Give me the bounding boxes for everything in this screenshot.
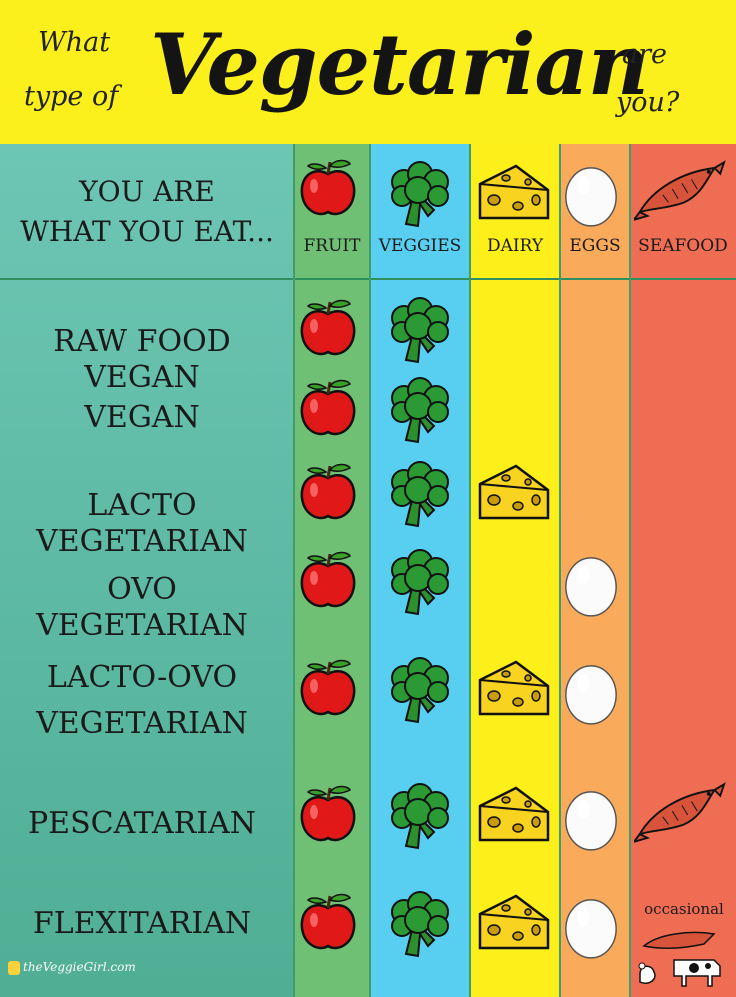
broccoli-icon: [382, 460, 454, 536]
column-label-fruit: Fruit: [303, 236, 361, 256]
column-border: [469, 144, 471, 997]
broccoli-icon: [382, 890, 454, 966]
header-type-of: type of: [24, 81, 119, 112]
tagline-line1: YOU ARE: [79, 175, 215, 208]
column-label-eggs: Eggs: [569, 236, 621, 256]
apple-icon: [296, 296, 360, 364]
column-border: [559, 144, 561, 997]
row-label-lacto-vegetarian: LACTO VEGETARIAN: [36, 488, 248, 559]
header-you: you?: [616, 87, 680, 118]
header-divider: [630, 278, 736, 280]
egg-icon: [562, 892, 620, 964]
apple-icon: [296, 656, 360, 724]
column-label-veggies: Veggies: [378, 236, 462, 256]
column-border: [369, 144, 371, 997]
broccoli-icon: [382, 548, 454, 624]
column-seafood: [630, 144, 736, 997]
broccoli-icon: [382, 376, 454, 452]
header-divider: [370, 278, 470, 280]
fish-chicken-cow-icon: [634, 924, 730, 992]
logo-text: theVeggieGirl.com: [23, 960, 136, 974]
row-label-raw-food-vegan: RAW FOOD VEGAN: [53, 324, 231, 395]
row-label-lacto-ovo-vegetarian: VEGETARIAN: [36, 706, 248, 741]
leaf-icon: [8, 960, 20, 975]
fish-icon: [631, 782, 726, 848]
header-are: are: [622, 39, 667, 70]
column-label-seafood: Seafood: [638, 236, 728, 256]
occasional-label: occasional: [644, 900, 724, 918]
cheese-icon: [476, 890, 552, 958]
row-label-vegan: VEGAN: [84, 400, 200, 435]
broccoli-icon: [382, 296, 454, 372]
row-label-lacto-ovo: LACTO-OVO: [46, 660, 238, 695]
header-divider: [560, 278, 630, 280]
apple-icon: [296, 376, 360, 444]
header-title: Vegetarian: [150, 15, 649, 114]
cheese-icon: [476, 782, 552, 850]
header-divider: [470, 278, 560, 280]
header-banner: What type of Vegetarian are you?: [0, 0, 736, 144]
apple-icon: [296, 460, 360, 528]
apple-icon: [296, 782, 360, 850]
column-border: [293, 144, 295, 997]
column-border: [629, 144, 631, 997]
column-label-dairy: Dairy: [486, 236, 544, 256]
header-what: What: [38, 27, 111, 58]
broccoli-icon: [382, 656, 454, 732]
row-label-flexitarian: FLEXITARIAN: [32, 906, 252, 941]
egg-icon: [562, 784, 620, 856]
egg-icon: [562, 658, 620, 730]
fish-icon: [631, 160, 726, 226]
cheese-icon: [476, 460, 552, 528]
broccoli-icon: [382, 782, 454, 858]
apple-icon: [296, 548, 360, 616]
tagline-line2: WHAT YOU EAT...: [20, 215, 274, 248]
tagline: YOU ARE WHAT YOU EAT...: [0, 172, 294, 252]
row-label-ovo-vegetarian: OVO VEGETARIAN: [36, 572, 248, 643]
header-divider: [294, 278, 370, 280]
row-label-pescatarian: PESCATARIAN: [27, 806, 256, 841]
diet-label-column: [0, 144, 294, 997]
egg-icon: [562, 160, 620, 232]
apple-icon: [296, 890, 360, 958]
cheese-icon: [476, 160, 552, 228]
header-divider: [0, 278, 294, 280]
site-logo: theVeggieGirl.com: [8, 960, 136, 975]
cheese-icon: [476, 656, 552, 724]
egg-icon: [562, 550, 620, 622]
column-dairy: [470, 144, 560, 997]
broccoli-icon: [382, 160, 454, 236]
apple-icon: [296, 156, 360, 224]
